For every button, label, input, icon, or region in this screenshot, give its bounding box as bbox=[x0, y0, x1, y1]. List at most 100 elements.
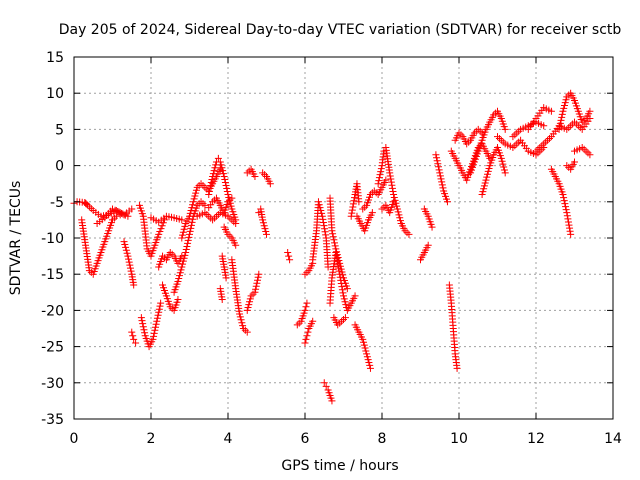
data-point bbox=[339, 289, 347, 297]
data-point bbox=[580, 145, 588, 153]
data-point bbox=[562, 96, 570, 104]
data-point bbox=[187, 206, 195, 214]
data-point bbox=[301, 270, 309, 278]
data-point bbox=[303, 332, 311, 340]
data-point bbox=[82, 200, 90, 208]
data-point bbox=[329, 230, 337, 238]
data-point bbox=[153, 314, 161, 322]
data-point bbox=[360, 341, 368, 349]
data-point bbox=[333, 248, 341, 256]
data-point bbox=[232, 220, 240, 228]
data-point bbox=[180, 254, 188, 262]
data-point bbox=[328, 397, 336, 405]
series-arc-32 bbox=[326, 194, 351, 293]
data-point bbox=[128, 328, 136, 336]
data-point bbox=[263, 230, 270, 238]
data-point bbox=[349, 200, 357, 208]
data-point bbox=[545, 134, 553, 142]
data-point bbox=[122, 246, 130, 254]
data-point bbox=[479, 188, 487, 196]
data-point bbox=[197, 198, 205, 206]
data-point bbox=[174, 277, 182, 285]
data-point bbox=[540, 122, 548, 130]
series-arc-53 bbox=[563, 158, 578, 173]
series-arc-48 bbox=[494, 133, 548, 159]
data-point bbox=[571, 118, 578, 126]
chart-title: Day 205 of 2024, Sidereal Day-to-day VTE… bbox=[59, 22, 622, 38]
data-point bbox=[179, 228, 187, 236]
data-point bbox=[206, 185, 214, 193]
data-point bbox=[538, 142, 546, 150]
data-points bbox=[70, 89, 594, 405]
data-point bbox=[480, 185, 488, 193]
data-point bbox=[559, 191, 567, 199]
data-point bbox=[500, 163, 508, 171]
data-point bbox=[179, 260, 187, 268]
data-point bbox=[563, 162, 571, 170]
data-point bbox=[438, 178, 446, 186]
data-point bbox=[260, 222, 268, 230]
data-point bbox=[224, 191, 232, 199]
data-point bbox=[340, 315, 347, 323]
data-point bbox=[302, 335, 310, 343]
data-point bbox=[251, 172, 259, 180]
data-point bbox=[286, 256, 294, 264]
data-point bbox=[336, 319, 344, 327]
x-axis-label: GPS time / hours bbox=[281, 458, 398, 474]
data-point bbox=[189, 198, 197, 206]
y-tick-label: -35 bbox=[41, 412, 64, 428]
data-point bbox=[350, 197, 358, 205]
data-point bbox=[318, 212, 326, 220]
data-point bbox=[137, 314, 145, 322]
data-point bbox=[232, 241, 240, 249]
data-point bbox=[182, 248, 190, 256]
data-point bbox=[348, 206, 356, 214]
series-arc-17 bbox=[218, 252, 230, 282]
data-point bbox=[322, 231, 330, 239]
data-point bbox=[331, 239, 339, 247]
data-point bbox=[474, 125, 482, 133]
data-point bbox=[254, 273, 262, 281]
data-point bbox=[483, 170, 491, 178]
data-point bbox=[180, 225, 188, 233]
data-point bbox=[494, 133, 501, 141]
data-point bbox=[562, 203, 570, 211]
x-tick-label: 8 bbox=[378, 431, 387, 447]
series-arc-14 bbox=[205, 154, 240, 224]
data-point bbox=[124, 212, 132, 220]
data-point bbox=[207, 178, 215, 186]
data-point bbox=[331, 242, 339, 250]
data-point bbox=[187, 221, 195, 229]
data-point bbox=[87, 205, 95, 213]
data-point bbox=[336, 259, 344, 267]
data-point bbox=[138, 317, 146, 325]
data-point bbox=[370, 187, 378, 195]
data-point bbox=[124, 252, 132, 260]
x-tick-label: 2 bbox=[147, 431, 156, 447]
data-point bbox=[214, 210, 222, 218]
data-point bbox=[221, 175, 229, 183]
data-point bbox=[302, 303, 310, 311]
data-point bbox=[175, 275, 183, 283]
data-point bbox=[220, 172, 228, 180]
data-point bbox=[377, 165, 385, 173]
data-point bbox=[565, 221, 573, 229]
data-point bbox=[484, 167, 492, 175]
data-point bbox=[157, 299, 165, 307]
data-point bbox=[210, 167, 218, 175]
data-point bbox=[361, 344, 369, 352]
data-point bbox=[483, 173, 491, 181]
data-point bbox=[255, 270, 263, 278]
y-tick-label: -15 bbox=[41, 267, 64, 283]
data-point bbox=[542, 138, 550, 146]
data-point bbox=[403, 229, 411, 237]
data-point bbox=[141, 329, 149, 337]
data-point bbox=[500, 166, 508, 174]
data-point bbox=[153, 317, 161, 325]
data-point bbox=[339, 271, 347, 279]
data-point bbox=[394, 208, 402, 216]
data-point bbox=[338, 286, 346, 294]
data-point bbox=[576, 124, 584, 132]
series-arc-43 bbox=[445, 281, 461, 372]
data-point bbox=[511, 142, 519, 150]
